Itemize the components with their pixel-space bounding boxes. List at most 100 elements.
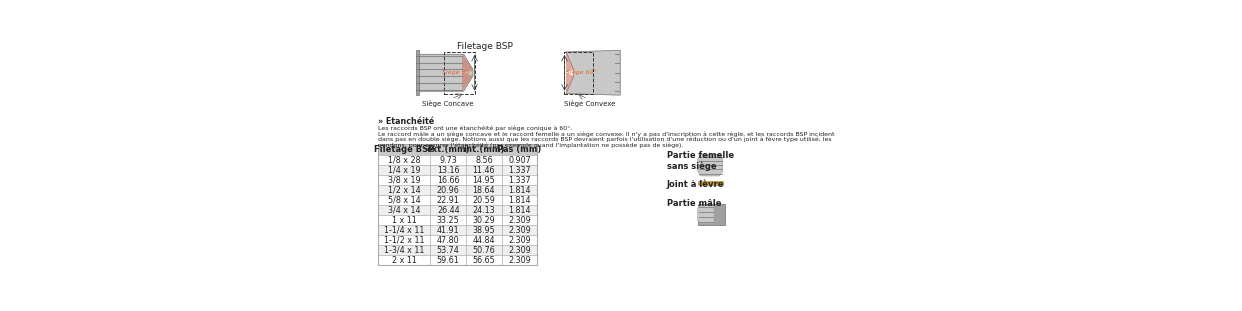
Bar	[378, 165, 431, 175]
Bar	[466, 195, 502, 205]
Text: 1-1/2 x 11: 1-1/2 x 11	[384, 236, 425, 245]
Bar	[431, 235, 466, 245]
Bar	[502, 185, 538, 195]
Bar	[502, 175, 538, 185]
Text: 47.80: 47.80	[437, 236, 460, 245]
Bar	[431, 175, 466, 185]
Text: 2.309: 2.309	[508, 216, 530, 225]
Bar	[378, 225, 431, 235]
Bar	[378, 205, 431, 215]
Text: Siège Convexe: Siège Convexe	[564, 100, 615, 107]
Bar	[431, 165, 466, 175]
Text: 1/4 x 19: 1/4 x 19	[388, 166, 420, 175]
Text: int.(mm): int.(mm)	[463, 145, 504, 154]
Text: 26.44: 26.44	[437, 206, 460, 215]
Text: 2.309: 2.309	[508, 236, 530, 245]
Polygon shape	[566, 73, 574, 94]
Text: Filetage BSP: Filetage BSP	[457, 42, 513, 51]
Bar	[431, 205, 466, 215]
Polygon shape	[698, 154, 723, 176]
Text: 5/8 x 14: 5/8 x 14	[388, 196, 420, 205]
Bar	[378, 185, 431, 195]
Bar	[431, 225, 466, 235]
Text: 2.309: 2.309	[508, 246, 530, 255]
Bar	[502, 205, 538, 215]
Text: 1-1/4 x 11: 1-1/4 x 11	[384, 226, 425, 235]
Text: 24.13: 24.13	[472, 206, 496, 215]
Text: Joint à lèvre: Joint à lèvre	[667, 180, 724, 189]
Text: 2.309: 2.309	[508, 256, 530, 265]
Text: 56.65: 56.65	[472, 256, 496, 265]
Text: Partie mâle: Partie mâle	[667, 199, 722, 208]
Bar	[378, 144, 431, 155]
Bar	[431, 144, 466, 155]
Text: Partie femelle
sans siège: Partie femelle sans siège	[667, 151, 734, 171]
Text: Pas (mm): Pas (mm)	[497, 145, 542, 154]
Text: 0.907: 0.907	[508, 156, 530, 165]
Text: 20.59: 20.59	[472, 196, 496, 205]
Polygon shape	[566, 52, 574, 73]
Text: 1/8 x 28: 1/8 x 28	[388, 156, 420, 165]
Bar	[378, 195, 431, 205]
Text: 11.46: 11.46	[473, 166, 496, 175]
Bar	[431, 155, 466, 165]
Text: 1 x 11: 1 x 11	[391, 216, 416, 225]
Polygon shape	[698, 205, 714, 224]
Bar	[466, 155, 502, 165]
Bar	[502, 155, 538, 165]
Text: 1.814: 1.814	[508, 186, 530, 195]
Text: 1.337: 1.337	[508, 176, 530, 185]
Text: 30.29: 30.29	[472, 216, 496, 225]
Polygon shape	[416, 50, 419, 95]
Text: » Etanchéité: » Etanchéité	[378, 117, 433, 126]
Bar	[378, 175, 431, 185]
Bar	[502, 215, 538, 225]
Text: 1-3/4 x 11: 1-3/4 x 11	[384, 246, 425, 255]
Text: 13.16: 13.16	[437, 166, 460, 175]
Text: 33.25: 33.25	[437, 216, 460, 225]
Bar	[466, 245, 502, 255]
Text: 3/8 x 19: 3/8 x 19	[388, 176, 420, 185]
Text: Le raccord mâle a un siège concave et le raccord femelle a un siège convexe. Il : Le raccord mâle a un siège concave et le…	[378, 131, 835, 137]
Text: Les raccords BSP ont une étanchéité par siège conique à 60°.: Les raccords BSP ont une étanchéité par …	[378, 125, 571, 131]
Bar	[378, 245, 431, 255]
Text: Filetage BSP: Filetage BSP	[374, 145, 435, 154]
Bar	[431, 255, 466, 265]
Text: 14.95: 14.95	[472, 176, 496, 185]
Text: Siège 60°: Siège 60°	[566, 70, 597, 76]
Bar	[466, 225, 502, 235]
Bar	[698, 181, 723, 185]
Text: 22.91: 22.91	[437, 196, 460, 205]
Text: 2 x 11: 2 x 11	[391, 256, 416, 265]
Bar	[502, 165, 538, 175]
Bar	[466, 205, 502, 215]
Bar	[431, 245, 466, 255]
Text: dans pas en double siège. Notions aussi que les raccords BSP devraient parfois l: dans pas en double siège. Notions aussi …	[378, 137, 831, 142]
Bar	[502, 255, 538, 265]
Text: ext.(mm): ext.(mm)	[426, 145, 469, 154]
Text: 16.66: 16.66	[437, 176, 460, 185]
Text: 53.74: 53.74	[437, 246, 460, 255]
Bar	[466, 255, 502, 265]
Text: 1.814: 1.814	[508, 196, 530, 205]
Text: 38.95: 38.95	[472, 226, 496, 235]
Text: 1/2 x 14: 1/2 x 14	[388, 186, 420, 195]
Bar	[378, 215, 431, 225]
Text: 9.73: 9.73	[440, 156, 457, 165]
Bar	[431, 195, 466, 205]
Bar	[502, 195, 538, 205]
Text: 18.64: 18.64	[473, 186, 496, 195]
Bar	[698, 204, 725, 225]
Text: 2.309: 2.309	[508, 226, 530, 235]
Bar	[466, 175, 502, 185]
Bar	[431, 185, 466, 195]
Polygon shape	[462, 73, 473, 91]
Text: 8.56: 8.56	[474, 156, 493, 165]
Text: 3/4 x 14: 3/4 x 14	[388, 206, 420, 215]
Bar	[378, 235, 431, 245]
Bar	[564, 52, 594, 94]
Text: 44.84: 44.84	[473, 236, 496, 245]
Bar	[378, 155, 431, 165]
Bar	[466, 215, 502, 225]
Polygon shape	[419, 54, 473, 91]
